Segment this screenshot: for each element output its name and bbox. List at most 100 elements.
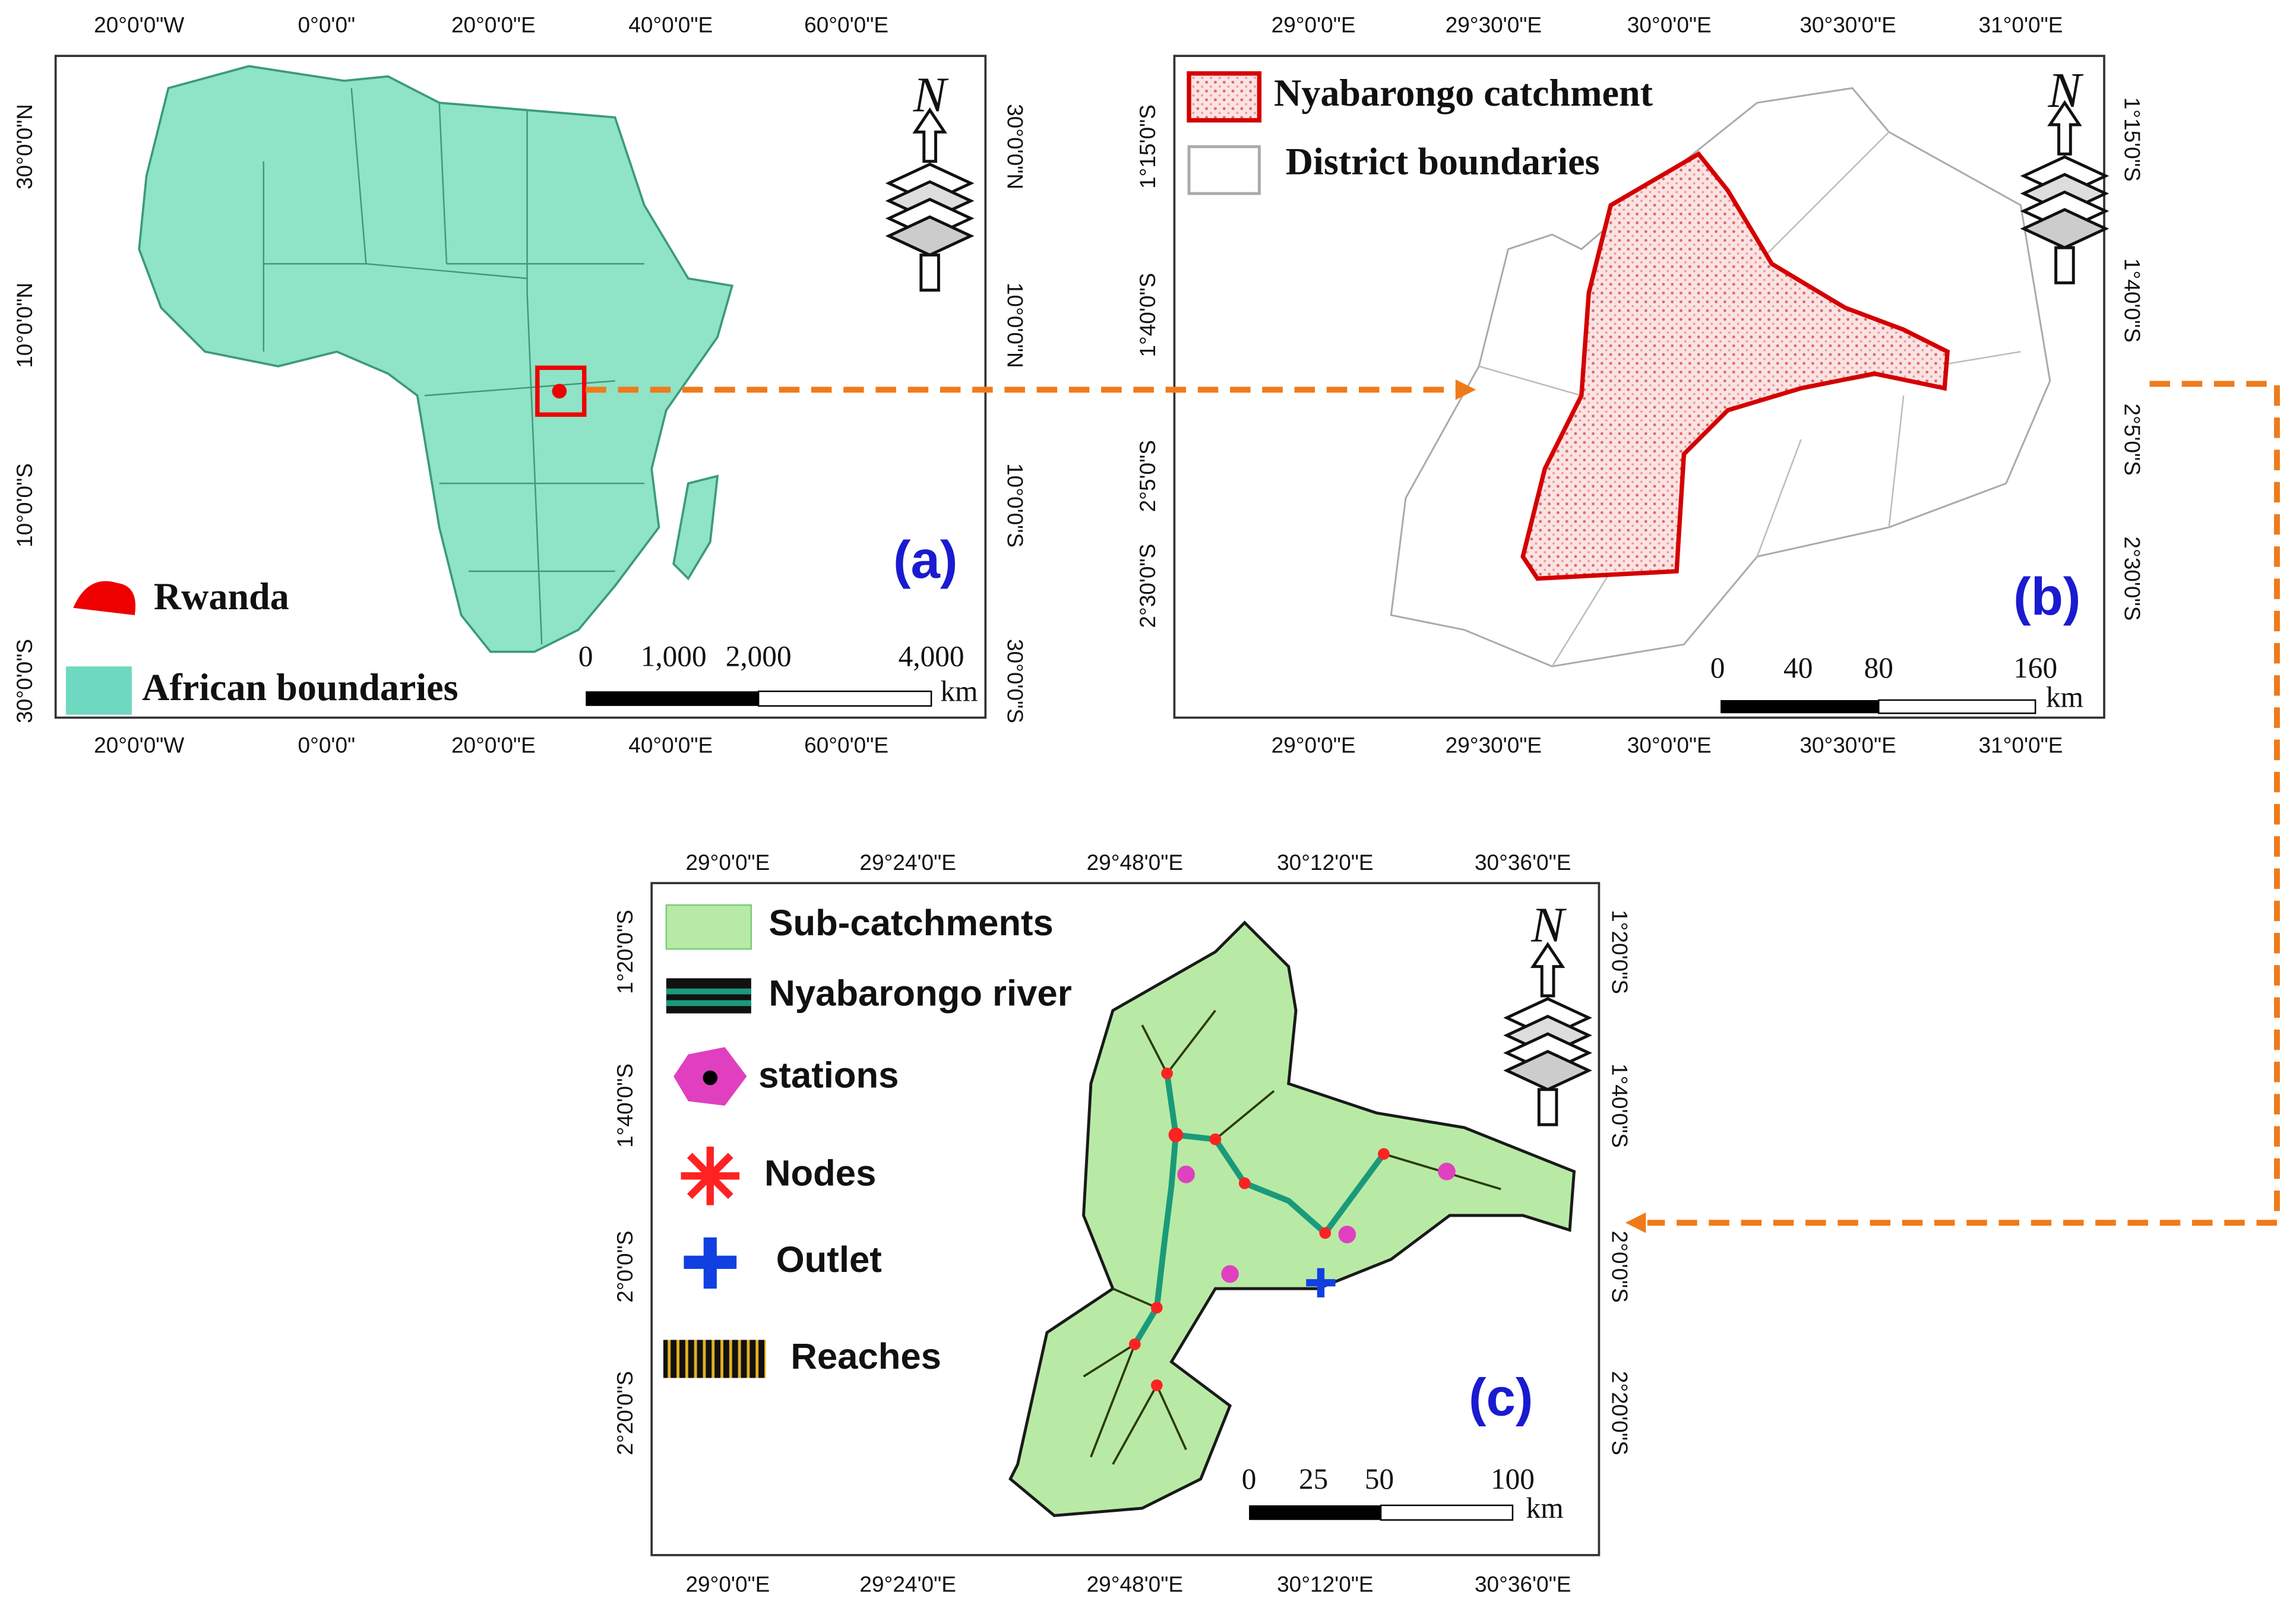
map-shape xyxy=(1177,1166,1195,1183)
scale-bar xyxy=(1249,1505,1381,1520)
river xyxy=(1132,1073,1386,1346)
legend-label: Rwanda xyxy=(154,575,289,618)
map-shape xyxy=(1338,1226,1356,1243)
legend-label: Nyabarongo catchment xyxy=(1274,72,1653,114)
x-coord-label: 31°0'0"E xyxy=(1979,13,2063,37)
legend-district-symbol xyxy=(1187,145,1261,195)
x-coord-label: 20°0'0"E xyxy=(451,733,536,758)
catchment-map xyxy=(1520,151,1950,581)
legend-label: Outlet xyxy=(776,1239,882,1280)
scale-label: 0 xyxy=(578,640,593,672)
legend-label: Sub-catchments xyxy=(769,903,1053,944)
y-coord-label: 1°40'0"S xyxy=(2120,258,2145,343)
y-coord-label: 2°20'0"S xyxy=(613,1371,637,1455)
scale-label: 50 xyxy=(1365,1463,1394,1495)
scale-bar xyxy=(1380,1504,1514,1521)
x-coord-label: 29°24'0"E xyxy=(859,850,956,875)
x-coord-label: 29°0'0"E xyxy=(685,1572,770,1596)
x-coord-label: 40°0'0"E xyxy=(628,13,713,37)
legend-rwanda-symbol xyxy=(73,581,136,615)
legend-africa-symbol xyxy=(65,666,132,715)
legend-label: Reaches xyxy=(790,1336,941,1377)
arrow-head xyxy=(1625,1212,1646,1233)
y-coord-label: 10°0'0"N xyxy=(1002,283,1027,368)
y-coord-label: 1°20'0"S xyxy=(1608,910,1632,994)
scale-unit: km xyxy=(1526,1492,1564,1524)
scale-bar xyxy=(1721,700,1879,714)
map-shape xyxy=(1221,1265,1239,1283)
y-coord-label: 30°0'0"S xyxy=(1002,639,1027,723)
africa-map xyxy=(138,65,734,653)
map-shape xyxy=(1319,1227,1332,1239)
y-coord-label: 30°0'0"N xyxy=(1002,104,1027,189)
x-coord-label: 30°30'0"E xyxy=(1800,13,1896,37)
scale-label: 1,000 xyxy=(641,640,707,672)
country-borders xyxy=(263,88,644,645)
scale-bar xyxy=(586,691,759,706)
north-label: N xyxy=(1530,897,1567,952)
scale-bar xyxy=(757,690,932,707)
y-coord-label: 2°5'0"S xyxy=(2120,403,2145,475)
stations xyxy=(1177,1163,1456,1283)
x-coord-label: 60°0'0"E xyxy=(804,13,888,37)
y-coord-label: 30°0'0"N xyxy=(12,104,37,189)
legend-label: stations xyxy=(758,1055,899,1096)
y-coord-label: 1°15'0"S xyxy=(2120,97,2145,182)
x-coord-label: 30°0'0"E xyxy=(1627,13,1712,37)
legend-label: Nodes xyxy=(764,1153,876,1194)
y-coord-label: 1°40'0"S xyxy=(1608,1064,1632,1148)
scale-label: 0 xyxy=(1710,651,1725,684)
map-shape xyxy=(1238,1177,1251,1189)
map-shape xyxy=(703,1070,718,1085)
legend-river-symbol xyxy=(666,978,751,1014)
scale-unit: km xyxy=(2046,681,2083,713)
nodes xyxy=(1128,1067,1390,1391)
x-coord-label: 29°30'0"E xyxy=(1446,733,1542,758)
legend-catchment-symbol xyxy=(1187,71,1262,123)
x-coord-label: 60°0'0"E xyxy=(804,733,888,758)
y-coord-label: 2°30'0"S xyxy=(1136,544,1160,628)
y-coord-label: 1°15'0"S xyxy=(1136,105,1160,189)
y-coord-label: 2°5'0"S xyxy=(1136,440,1160,512)
x-coord-label: 29°0'0"E xyxy=(685,850,770,875)
x-coord-label: 30°12'0"E xyxy=(1277,850,1373,875)
x-coord-label: 0°0'0" xyxy=(298,13,355,37)
scale-label: 25 xyxy=(1299,1463,1328,1495)
map-shape xyxy=(1161,1067,1173,1080)
panel-label: (b) xyxy=(2013,567,2080,626)
north-label: N xyxy=(913,67,949,122)
x-coord-label: 29°30'0"E xyxy=(1446,13,1542,37)
rwanda-location xyxy=(552,384,567,399)
map-shape xyxy=(666,988,751,995)
map-shape xyxy=(1378,1148,1390,1160)
legend-subcatchment-symbol xyxy=(665,904,752,950)
x-coord-label: 30°36'0"E xyxy=(1475,850,1571,875)
x-coord-label: 0°0'0" xyxy=(298,733,355,758)
y-coord-label: 2°30'0"S xyxy=(2120,536,2145,621)
x-coord-label: 30°36'0"E xyxy=(1475,1572,1571,1596)
y-coord-label: 30°0'0"S xyxy=(12,639,37,723)
subcatchment-map xyxy=(1008,920,1576,1517)
scale-label: 40 xyxy=(1783,651,1813,684)
y-coord-label: 1°40'0"S xyxy=(1136,273,1160,357)
scale-label: 80 xyxy=(1864,651,1893,684)
legend-label: Nyabarongo river xyxy=(769,973,1071,1014)
map-shape xyxy=(666,1000,751,1007)
legend-label: District boundaries xyxy=(1286,141,1600,183)
scale-unit: km xyxy=(940,675,978,707)
y-coord-label: 2°20'0"S xyxy=(1608,1371,1632,1455)
scale-label: 160 xyxy=(2013,651,2057,684)
map-shape xyxy=(1150,1302,1163,1314)
y-coord-label: 1°20'0"S xyxy=(613,910,637,994)
map-shape xyxy=(1168,1127,1184,1142)
legend-node-symbol xyxy=(681,1146,740,1205)
x-coord-label: 30°30'0"E xyxy=(1800,733,1896,758)
outlet xyxy=(1306,1268,1336,1297)
scale-label: 4,000 xyxy=(899,640,964,672)
x-coord-label: 29°0'0"E xyxy=(1272,733,1356,758)
panel-label: (a) xyxy=(893,530,957,589)
y-coord-label: 1°40'0"S xyxy=(613,1064,637,1148)
legend-reach-symbol xyxy=(663,1340,766,1378)
x-coord-label: 29°48'0"E xyxy=(1087,1572,1183,1596)
